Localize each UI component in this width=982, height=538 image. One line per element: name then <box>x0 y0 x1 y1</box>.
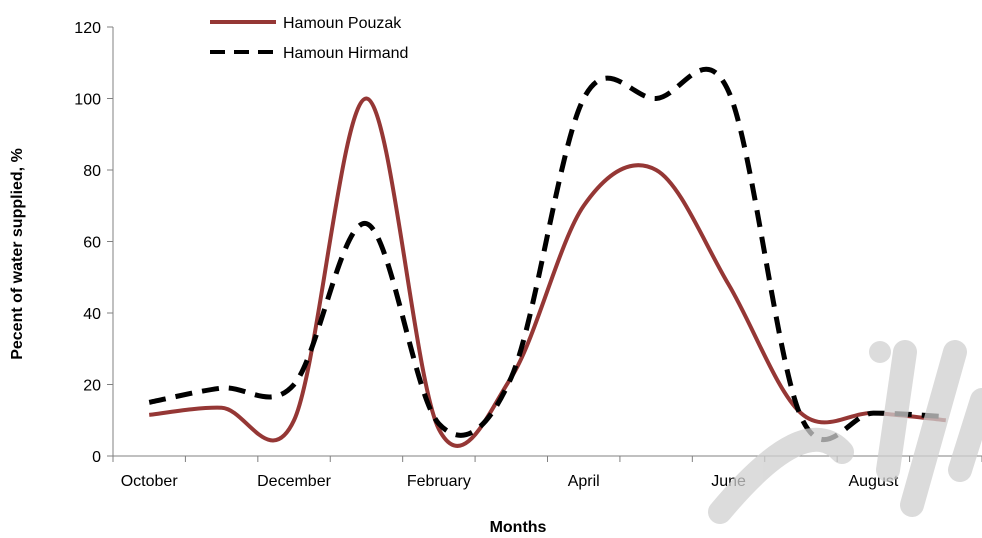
x-tick-label: April <box>568 473 600 490</box>
legend-label-hamoun-pouzak: Hamoun Pouzak <box>283 15 402 32</box>
y-tick-label: 100 <box>74 92 101 109</box>
series-line-hamoun-hirmand <box>148 66 946 443</box>
y-tick-label: 80 <box>83 163 101 180</box>
y-tick-label: 0 <box>92 449 101 466</box>
x-tick-label: December <box>257 473 331 490</box>
y-tick-label: 20 <box>83 378 101 395</box>
series-line-hamoun-pouzak <box>149 96 946 448</box>
legend: Hamoun Pouzak Hamoun Hirmand <box>210 15 408 62</box>
x-tick-label: October <box>121 473 179 490</box>
x-axis-title: Months <box>490 519 547 536</box>
y-tick-label: 60 <box>83 235 101 252</box>
y-tick-label: 120 <box>74 20 101 37</box>
y-axis-title: Pecent of water supplied, % <box>9 148 26 360</box>
y-axis: 0 20 40 60 80 100 120 <box>74 20 114 466</box>
y-tick-label: 40 <box>83 306 101 323</box>
series-layer <box>148 66 946 448</box>
x-tick-label: February <box>407 473 471 490</box>
legend-label-hamoun-hirmand: Hamoun Hirmand <box>283 45 408 62</box>
